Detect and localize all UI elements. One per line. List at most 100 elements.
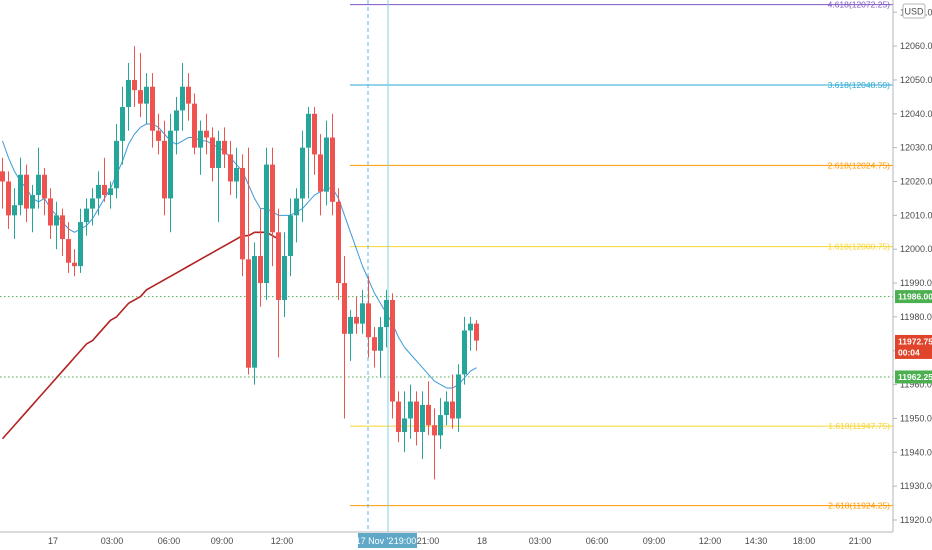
candle-body <box>348 316 353 334</box>
candle-body <box>96 184 101 199</box>
vertical-markers <box>367 0 389 532</box>
price-tick-label: 11930.00 <box>900 481 932 491</box>
time-tick-label: 18:00 <box>793 536 816 546</box>
time-tick-label: 21:00 <box>849 536 872 546</box>
price-tick-label: 12030.00 <box>900 143 932 153</box>
candle-body <box>216 140 221 168</box>
candle-body <box>414 401 419 432</box>
candle-body <box>18 174 23 206</box>
candle-body <box>384 299 389 328</box>
candle-body <box>360 303 365 324</box>
currency-badge[interactable] <box>902 3 926 19</box>
candle-body <box>456 374 461 419</box>
candle-body <box>264 164 269 284</box>
fib-label: 2.618(12024.75) <box>828 160 891 170</box>
candle-body <box>6 181 11 216</box>
candle-body <box>48 198 53 226</box>
candle-body <box>432 425 437 436</box>
price-tick-label: 12020.00 <box>900 177 932 187</box>
candle-body <box>300 147 305 199</box>
candle-body <box>450 401 455 419</box>
candle-body <box>228 154 233 182</box>
time-tick-label: 12:00 <box>699 536 722 546</box>
price-tick-label: 12050.00 <box>900 75 932 85</box>
last-price-tag-bg <box>895 334 932 359</box>
time-tick-label: 09:00 <box>211 536 234 546</box>
time-tick-label: 21:00 <box>417 536 440 546</box>
price-tick-label: 12060.00 <box>900 41 932 51</box>
candle-body <box>138 90 143 104</box>
price-axis-background[interactable] <box>893 0 932 532</box>
price-tick-label: 11980.00 <box>900 312 932 322</box>
candle-body <box>66 239 71 263</box>
candle-body <box>132 79 137 91</box>
price-tick-label: 11960.00 <box>900 380 932 390</box>
candle-body <box>36 174 41 196</box>
slow-moving-average <box>1 231 279 440</box>
time-tick-label: 03:00 <box>529 536 552 546</box>
candle-body <box>174 110 179 131</box>
last-price-tag: 11972.75 <box>898 336 932 346</box>
candle-body <box>204 130 209 138</box>
price-tick-label: 12000.00 <box>900 244 932 254</box>
time-marker-tag: 17 Nov '20 <box>356 536 399 546</box>
candle-body <box>342 283 347 334</box>
candle-body <box>0 171 5 182</box>
candle-body <box>252 255 257 368</box>
level-price-tag-bg <box>895 290 932 304</box>
currency-label: USD <box>904 7 924 17</box>
candle-body <box>78 222 83 267</box>
time-marker-tag-bg <box>393 533 417 548</box>
price-tick-label: 12040.00 <box>900 109 932 119</box>
candle-body <box>324 137 329 192</box>
candle-body <box>420 404 425 432</box>
slow-ma-line <box>1 231 279 440</box>
candle-body <box>468 323 473 331</box>
fib-label: 3.618(12048.50) <box>828 80 891 90</box>
fib-label: 1.618(12000.75) <box>828 242 891 252</box>
candle-body <box>282 255 287 300</box>
candle-body <box>336 201 341 284</box>
candle-body <box>396 401 401 432</box>
candle-body <box>372 337 377 351</box>
candle-body <box>126 79 131 108</box>
price-tick-label: 11950.00 <box>900 413 932 423</box>
candle-body <box>474 323 479 341</box>
candle-body <box>378 327 383 351</box>
candle-body <box>276 232 281 300</box>
candle-body <box>306 113 311 148</box>
time-marker-tag: 19:00 <box>394 536 417 546</box>
candle-body <box>30 195 35 209</box>
candle-body <box>438 415 443 436</box>
time-tick-label: 06:00 <box>158 536 181 546</box>
candle-body <box>354 316 359 324</box>
time-tick-label: 14:30 <box>745 536 768 546</box>
price-tick-label: 11990.00 <box>900 278 932 288</box>
candle-body <box>72 262 77 267</box>
candles <box>0 46 479 480</box>
candle-body <box>210 137 215 168</box>
level-price-tag: 11986.00 <box>898 292 932 302</box>
candle-body <box>444 401 449 416</box>
candle-body <box>168 130 173 199</box>
price-tick-label: 12010.00 <box>900 210 932 220</box>
fib-label: 4.618(12072.25) <box>828 0 891 10</box>
candle-body <box>408 401 413 419</box>
candle-body <box>312 113 317 155</box>
time-marker-tag-bg <box>358 533 396 548</box>
candle-body <box>246 259 251 368</box>
candle-body <box>402 418 407 432</box>
time-axis-background[interactable] <box>0 532 932 550</box>
candle-body <box>294 198 299 216</box>
candle-body <box>144 86 149 104</box>
candle-body <box>108 188 113 196</box>
level-price-tag: 11962.25 <box>898 372 932 382</box>
candle-body <box>240 167 245 260</box>
candle-body <box>366 303 371 338</box>
candle-body <box>114 140 119 189</box>
candle-body <box>390 299 395 402</box>
